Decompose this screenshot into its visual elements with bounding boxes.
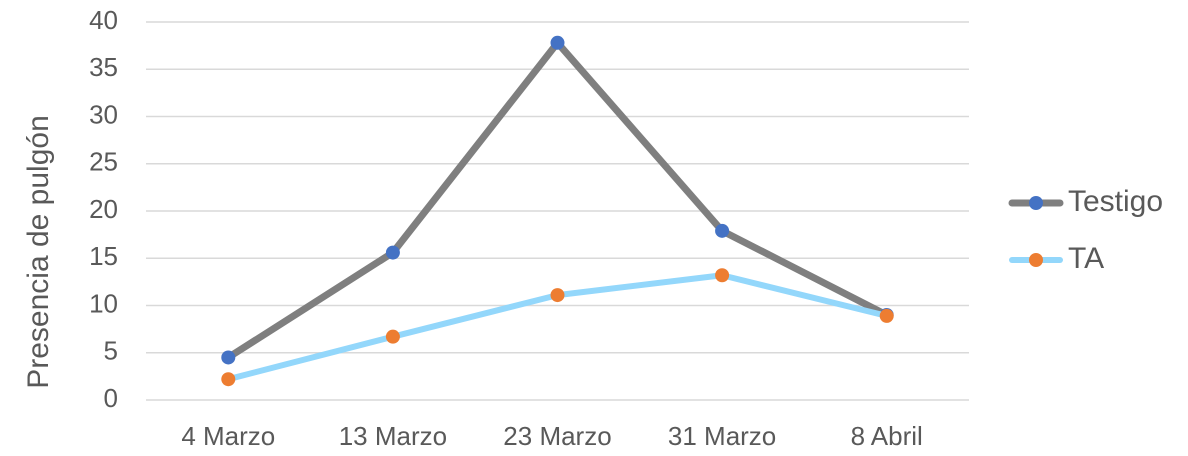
marker [385,245,400,260]
x-tick-label: 23 Marzo [503,421,611,451]
y-tick-label: 20 [89,194,118,224]
y-tick-label: 10 [89,288,118,318]
series-line [224,39,891,361]
marker [550,288,565,303]
marker [221,350,236,365]
y-tick-label: 0 [104,383,118,413]
marker [879,308,894,323]
legend-marker [1029,253,1043,267]
y-tick-label: 40 [89,5,118,35]
y-tick-label: 5 [104,336,118,366]
y-tick-label: 25 [89,147,118,177]
x-tick-label: 4 Marzo [181,421,275,451]
legend-label: Testigo [1068,185,1163,218]
y-tick-label: 35 [89,52,118,82]
marker [385,329,400,344]
legend-label: TA [1068,242,1104,275]
x-tick-label: 31 Marzo [668,421,776,451]
y-tick-label: 15 [89,241,118,271]
marker [715,223,730,238]
y-axis-title: Presencia de pulgón [22,115,55,389]
marker [221,372,236,387]
x-tick-label: 8 Abril [851,421,923,451]
x-tick-label: 13 Marzo [339,421,447,451]
legend-marker [1029,196,1043,210]
marker [715,268,730,283]
marker [550,35,565,50]
y-tick-label: 30 [89,99,118,129]
